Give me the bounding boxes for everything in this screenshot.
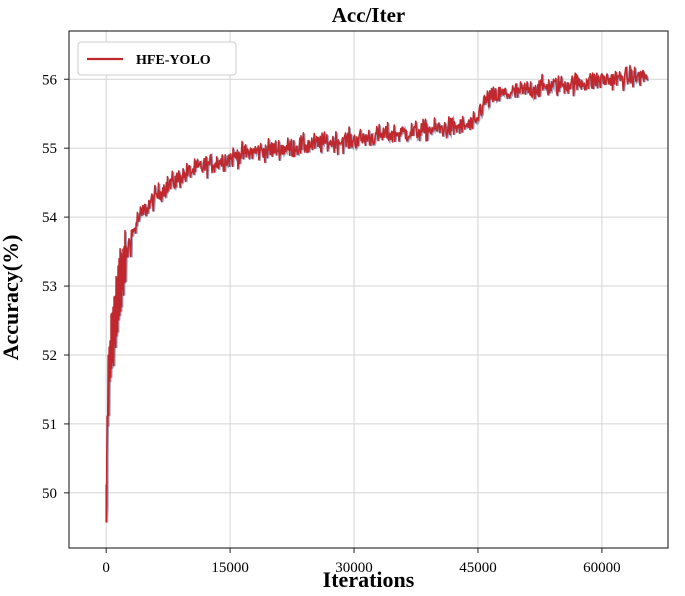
x-tick-label: 15000 [211,560,249,576]
y-tick-label: 55 [42,141,57,157]
legend-box [77,41,237,76]
plot-frame [68,30,669,549]
x-tick-label: 45000 [459,560,497,576]
y-tick-label: 53 [42,279,57,295]
grid [69,31,668,548]
y-tick-label: 52 [42,348,57,364]
chart-title: Acc/Iter [332,3,405,27]
x-tick-label: 60000 [583,560,621,576]
y-axis-label: Accuracy(%) [0,235,23,361]
y-tick-label: 56 [42,72,58,88]
y-tick-label: 54 [42,210,58,226]
x-axis-ticks: 0 15000 30000 45000 60000 [102,548,621,576]
x-axis-label: Iterations [323,567,415,592]
series-line-hfe-yolo [105,64,649,523]
y-tick-label: 51 [42,417,57,433]
legend: HFE-YOLO [77,41,237,76]
x-tick-label: 30000 [335,560,373,576]
x-tick-label: 0 [102,560,110,576]
series-layer [105,64,650,523]
legend-label-hfe-yolo: HFE-YOLO [136,53,211,68]
y-tick-label: 50 [42,486,57,502]
y-axis-ticks: 50 51 52 53 54 55 56 [42,72,69,502]
